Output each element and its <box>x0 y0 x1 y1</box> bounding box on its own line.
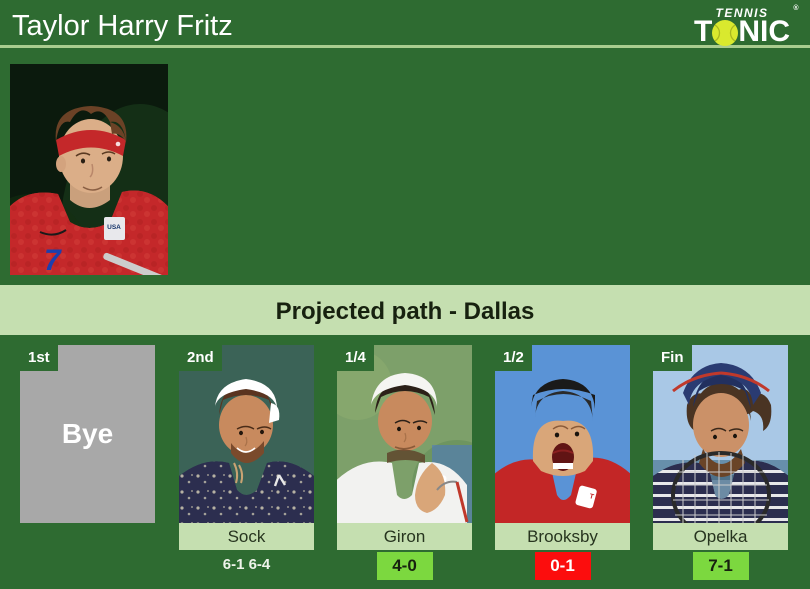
svg-text:7: 7 <box>44 244 62 275</box>
svg-text:USA: USA <box>107 224 121 231</box>
